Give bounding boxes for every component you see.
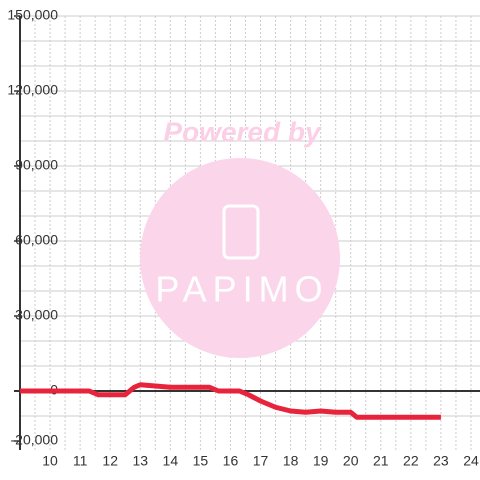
x-tick-label: 14	[163, 453, 179, 469]
watermark-logo: PAPIMO	[155, 269, 328, 310]
x-tick-label: 13	[132, 453, 148, 469]
x-tick-label: 10	[42, 453, 58, 469]
y-tick-label: 120,000	[7, 82, 58, 98]
x-tick-label: 24	[463, 453, 479, 469]
y-tick-label: 150,000	[7, 7, 58, 23]
watermark-text: Powered by	[163, 116, 322, 147]
watermark-icon	[222, 204, 260, 260]
x-tick-label: 22	[403, 453, 419, 469]
x-tick-label: 11	[73, 453, 88, 469]
x-tick-label: 21	[373, 453, 389, 469]
x-tick-label: 17	[253, 453, 269, 469]
x-tick-label: 20	[343, 453, 359, 469]
y-tick-label: -20,000	[11, 432, 59, 448]
y-tick-label: 30,000	[15, 307, 58, 323]
y-tick-label: 90,000	[15, 157, 58, 173]
y-tick-label: 60,000	[15, 232, 58, 248]
x-tick-label: 15	[193, 453, 209, 469]
line	[20, 382, 441, 420]
x-tick-label: 19	[313, 453, 329, 469]
x-tick-label: 23	[433, 453, 449, 469]
x-tick-label: 16	[223, 453, 239, 469]
x-tick-label: 12	[102, 453, 118, 469]
x-tick-label: 18	[283, 453, 299, 469]
